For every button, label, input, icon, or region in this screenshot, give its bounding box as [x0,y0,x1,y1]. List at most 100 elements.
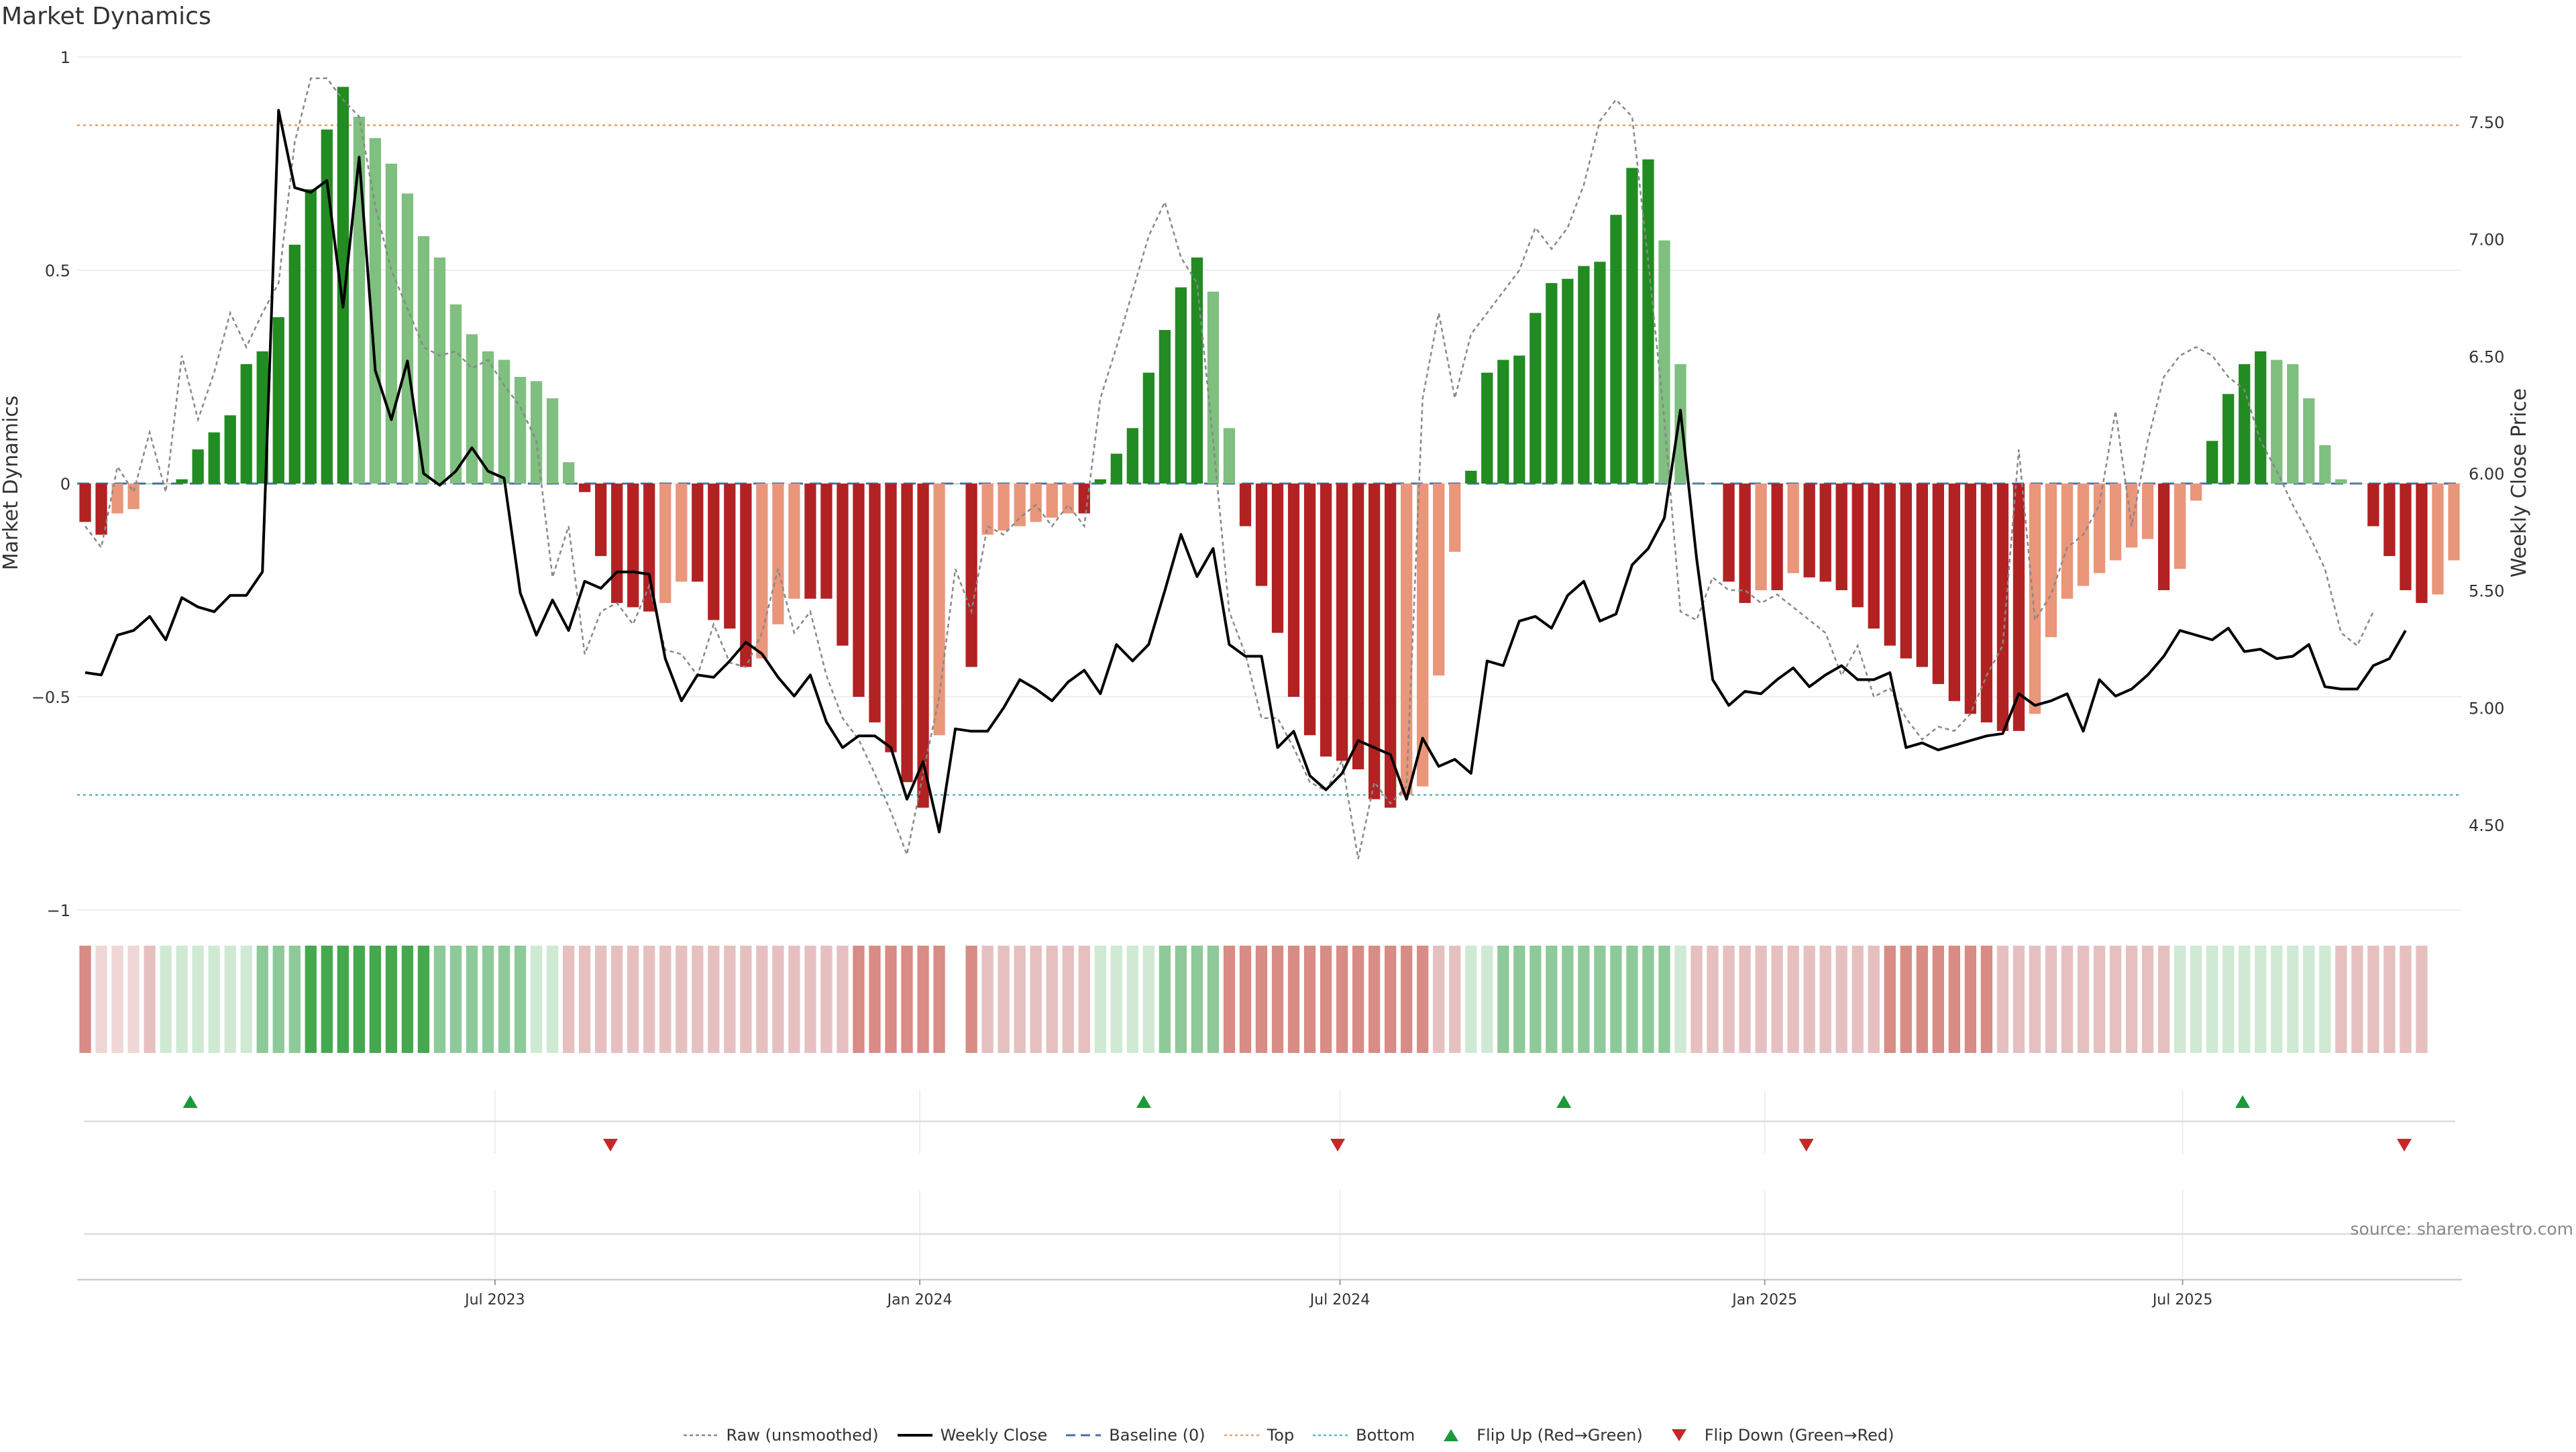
y2-tick-label: 6.50 [2469,347,2504,366]
regime-cell [1868,946,1880,1053]
dynamics-bar [2255,351,2267,484]
regime-cell [756,946,768,1053]
flip-down-marker [602,1139,618,1152]
dashed-line-icon [1066,1434,1102,1437]
x-tick-label: Jul 2023 [464,1292,525,1308]
dynamics-bar [1594,262,1606,484]
dynamics-bar [885,484,897,752]
regime-cell [1271,946,1284,1053]
regime-cell [578,946,591,1053]
regime-cell [369,946,382,1053]
regime-cell [1980,946,1993,1053]
dynamics-bar [433,257,446,484]
dynamics-bar [111,484,123,514]
regime-cell [1223,946,1236,1053]
regime-cell [1094,946,1106,1053]
dynamics-bar [385,164,398,484]
regime-cell [1739,946,1751,1053]
regime-cell [449,946,462,1053]
dynamics-bar [1497,359,1509,484]
flip-down-marker [1330,1139,1346,1152]
dynamics-bar [401,193,414,484]
dynamics-bar [2383,484,2396,557]
solid-line-icon [897,1434,932,1437]
dynamics-bar [933,484,945,736]
dynamics-bar [2416,484,2428,604]
dynamics-bar [1142,372,1155,484]
dynamics-bar [1739,484,1751,604]
regime-cell [2271,946,2283,1053]
dynamics-bar [1916,484,1928,667]
dynamics-bar [676,484,688,582]
dotted-line-icon [1224,1434,1259,1437]
dynamics-bar [240,364,252,484]
regime-cell [192,946,204,1053]
regime-cell [1755,946,1767,1053]
dynamics-bar [1191,257,1203,484]
regime-cell [1062,946,1074,1053]
regime-cell [2012,946,2025,1053]
regime-cell [1594,946,1606,1053]
regime-cell [562,946,575,1053]
dynamics-bar [498,359,511,484]
regime-cell [2045,946,2057,1053]
legend-item-raw: Raw (unsmoothed) [682,1426,879,1445]
regime-cell [79,946,91,1053]
dynamics-bar [1465,470,1477,484]
dynamics-bar [2141,484,2154,539]
regime-cell [530,946,543,1053]
regime-cell [127,946,140,1053]
dynamics-bar [1352,484,1364,770]
regime-cell [1562,946,1574,1053]
regime-cell [837,946,849,1053]
dynamics-bar [482,351,494,484]
dynamics-bar [1529,313,1542,484]
regime-cell [1401,946,1413,1053]
regime-cell [256,946,268,1053]
y2-axis-label: Weekly Close Price [2508,388,2531,577]
regime-cell [1255,946,1268,1053]
dynamics-bar [1385,484,1397,808]
legend-item-flip-down: Flip Down (Green→Red) [1660,1426,1894,1445]
dynamics-bar [981,484,994,535]
regime-cell [1368,946,1381,1053]
regime-cell [272,946,284,1053]
regime-cell [1819,946,1831,1053]
dynamics-bar [1964,484,1977,714]
regime-cell [498,946,511,1053]
regime-cell [1723,946,1735,1053]
regime-cell [2029,946,2041,1053]
regime-cell [514,946,527,1053]
regime-cell [1303,946,1316,1053]
legend-item-close: Weekly Close [896,1426,1047,1445]
regime-cell [901,946,913,1053]
dynamics-bar [1030,484,1042,522]
regime-cell [1287,946,1300,1053]
dynamics-bar [692,484,704,582]
regime-cell [321,946,333,1053]
raw-series-line [85,77,2375,859]
regime-cell [1642,946,1654,1053]
regime-cell [1030,946,1042,1053]
dynamics-bar [595,484,607,557]
regime-cell [1481,946,1493,1053]
regime-cell [708,946,720,1053]
dynamics-bar [2190,484,2202,501]
regime-cell [1513,946,1525,1053]
flip-down-marker [2396,1139,2412,1152]
dynamics-bar [530,381,543,484]
regime-cell [820,946,833,1053]
regime-cell [1835,946,1847,1053]
regime-cell [353,946,366,1053]
regime-cell [1996,946,2009,1053]
dynamics-bar [2239,364,2251,484]
dynamics-bar [1562,278,1574,484]
dynamics-bar [1320,484,1332,757]
regime-cell [1884,946,1896,1053]
dynamics-bar [2012,484,2025,731]
dynamics-bar [466,334,478,484]
dynamics-bar [2206,441,2218,484]
regime-cell [208,946,220,1053]
legend-label: Top [1267,1426,1295,1445]
legend-label: Baseline (0) [1109,1426,1205,1445]
